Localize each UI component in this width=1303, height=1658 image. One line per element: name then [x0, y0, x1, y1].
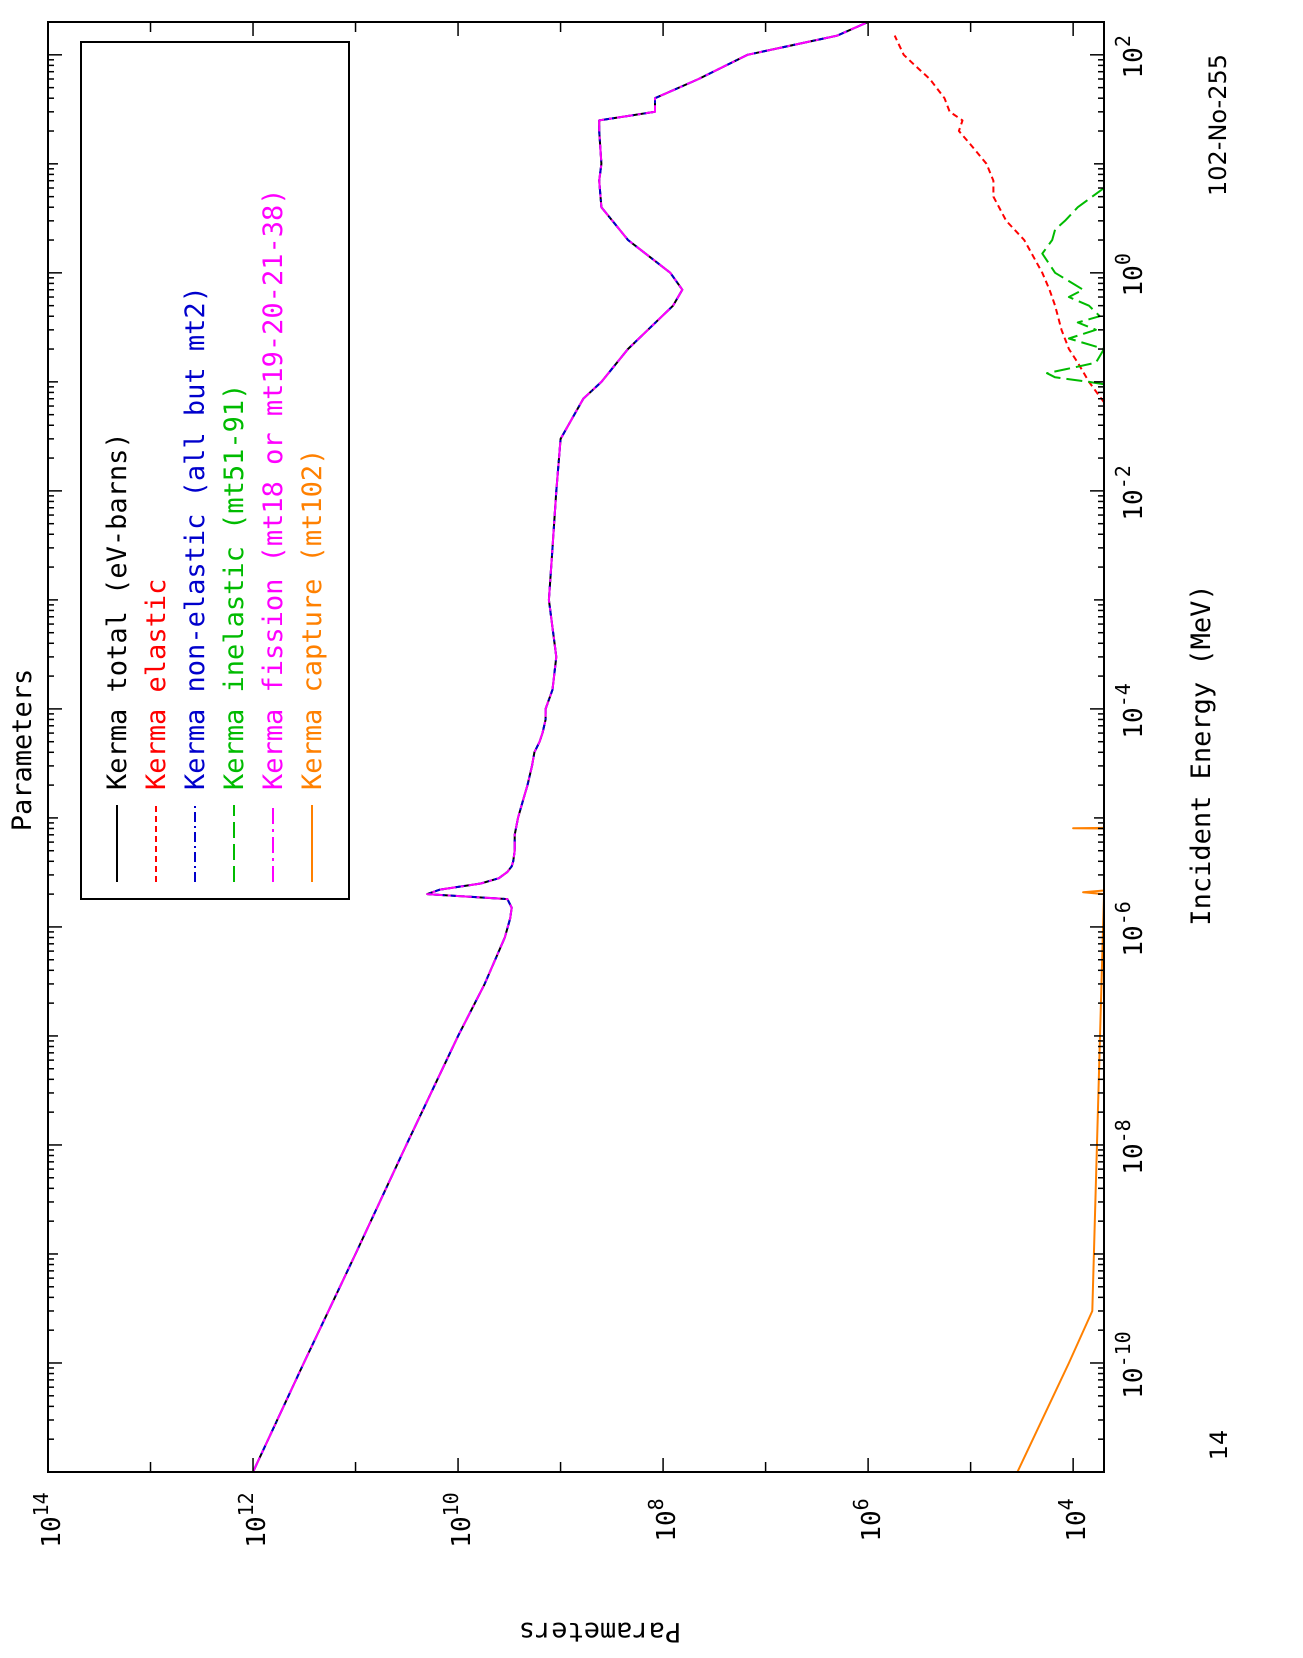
legend-entry-capture: Kerma capture (mt102) [297, 449, 328, 790]
chart-title: Parameters [7, 669, 38, 832]
x-tick-label: 100 [1111, 253, 1149, 296]
legend-box [80, 41, 350, 900]
legend-entry-fission: Kerma fission (mt18 or mt19-20-21-38) [258, 189, 289, 790]
legend: Kerma total (eV-barns) Kerma elastic Kerma… [80, 41, 350, 900]
series-line-fission [252, 22, 869, 1472]
y-tick-label: 104 [1054, 1498, 1092, 1541]
series-line-capture [1016, 826, 1104, 1472]
legend-entry-inelastic: Kerma inelastic (mt51-91) [219, 384, 250, 790]
y-tick-label: 106 [849, 1498, 887, 1541]
y-tick-label: 1014 [29, 1492, 67, 1547]
x-tick-label: 10-4 [1111, 683, 1149, 738]
y-tick-label: 1010 [439, 1492, 477, 1547]
x-tick-label: 10-8 [1111, 1119, 1149, 1174]
tick-layer [47, 21, 1104, 1473]
series-layer [252, 22, 1104, 1472]
corner-label: 14 [1205, 1430, 1233, 1461]
x-tick-label: 10-6 [1111, 901, 1149, 956]
x-tick-label: 10-2 [1111, 465, 1149, 520]
legend-entry-elastic: Kerma elastic [141, 579, 172, 790]
nuclide-label: 102-No-255 [1204, 54, 1232, 196]
series-line-inelastic [1041, 187, 1104, 386]
y-tick-label: 108 [644, 1498, 682, 1541]
x-axis-label: Incident Energy (MeV) [1186, 584, 1217, 925]
plot-frame [47, 21, 1105, 1473]
x-tick-label: 10-10 [1111, 1331, 1149, 1398]
x-tick-label: 102 [1111, 35, 1149, 78]
legend-entry-total: Kerma total (eV-barns) [102, 432, 133, 790]
series-line-elastic [893, 35, 1104, 403]
y-tick-label: 1012 [234, 1492, 272, 1547]
y-axis-label: Parameters [519, 1616, 682, 1647]
legend-entry-non-elastic: Kerma non-elastic (all but mt2) [180, 286, 211, 790]
